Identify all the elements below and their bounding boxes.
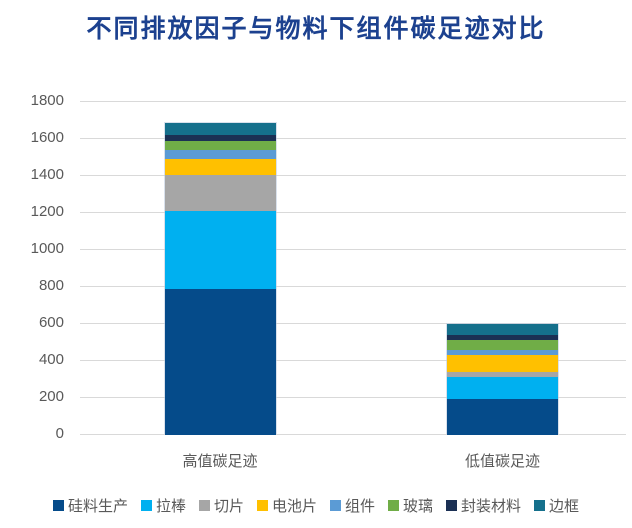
legend-label: 封装材料 — [461, 498, 522, 515]
bar-segment-电池片 — [447, 355, 558, 373]
y-tick-label: 1600 — [30, 129, 64, 146]
bar-segment-切片 — [447, 372, 558, 378]
stacked-bar-1 — [163, 122, 277, 435]
legend-item-切片: 切片 — [198, 495, 244, 516]
legend-label: 硅料生产 — [67, 498, 128, 515]
legend-swatch-icon — [140, 500, 152, 511]
legend-swatch-icon — [52, 500, 64, 511]
legend-swatch-icon — [256, 500, 268, 511]
gridline — [80, 138, 626, 139]
gridline — [80, 434, 626, 435]
y-tick-label: 800 — [38, 277, 64, 294]
legend-item-封装材料: 封装材料 — [446, 495, 521, 516]
bar-segment-封装材料 — [447, 335, 558, 341]
bar-segment-硅料生产 — [447, 398, 558, 435]
legend-label: 边框 — [549, 498, 580, 515]
legend-item-硅料生产: 硅料生产 — [52, 495, 128, 516]
bar-segment-玻璃 — [447, 340, 558, 350]
legend-item-玻璃: 玻璃 — [388, 495, 433, 516]
y-tick-label: 0 — [55, 425, 64, 442]
gridline — [80, 101, 626, 102]
bar-segment-组件 — [447, 349, 558, 356]
legend-item-电池片: 电池片 — [256, 495, 317, 516]
bar-segment-拉棒 — [447, 377, 558, 399]
x-category-label: 低值碳足迹 — [464, 453, 540, 470]
bar-segment-拉棒 — [164, 211, 276, 289]
chart-title: 不同排放因子与物料下组件碳足迹对比 — [86, 15, 546, 43]
gridline — [80, 249, 626, 250]
y-tick-label: 1400 — [30, 166, 64, 183]
legend-label: 切片 — [213, 498, 244, 515]
gridline — [80, 397, 626, 398]
y-tick-label: 1800 — [30, 92, 64, 109]
gridline — [80, 286, 626, 287]
legend-label: 电池片 — [271, 498, 317, 515]
legend-item-组件: 组件 — [330, 495, 375, 516]
gridline — [80, 212, 626, 213]
gridline — [80, 175, 626, 176]
legend-swatch-icon — [388, 500, 400, 511]
y-tick-label: 200 — [38, 388, 64, 405]
y-tick-label: 400 — [38, 351, 64, 368]
bar-segment-封装材料 — [164, 135, 276, 141]
bar-segment-电池片 — [164, 159, 276, 176]
legend-label: 组件 — [345, 498, 376, 515]
bar-segment-玻璃 — [164, 140, 276, 151]
stacked-bar-2 — [446, 323, 559, 435]
legend-swatch-icon — [534, 500, 546, 511]
legend-swatch-icon — [198, 500, 210, 511]
gridline — [80, 360, 626, 361]
gridline — [80, 323, 626, 324]
bar-segment-组件 — [164, 150, 276, 160]
x-category-label: 高值碳足迹 — [182, 453, 258, 470]
y-tick-label: 1200 — [30, 203, 64, 220]
legend-swatch-icon — [330, 500, 341, 511]
bar-segment-切片 — [164, 175, 276, 212]
legend-swatch-icon — [446, 500, 458, 511]
legend-label: 拉棒 — [155, 498, 186, 515]
legend-label: 玻璃 — [403, 498, 434, 515]
legend: 硅料生产 拉棒 切片 电池片 组件 玻璃 封装材料 边框 — [0, 495, 632, 516]
y-tick-label: 1000 — [30, 240, 64, 257]
legend-item-拉棒: 拉棒 — [140, 495, 186, 516]
bar-segment-边框 — [164, 123, 276, 136]
bar-segment-边框 — [447, 324, 558, 336]
legend-item-边框: 边框 — [534, 495, 579, 516]
bar-segment-硅料生产 — [164, 288, 276, 435]
y-tick-label: 600 — [38, 314, 64, 331]
